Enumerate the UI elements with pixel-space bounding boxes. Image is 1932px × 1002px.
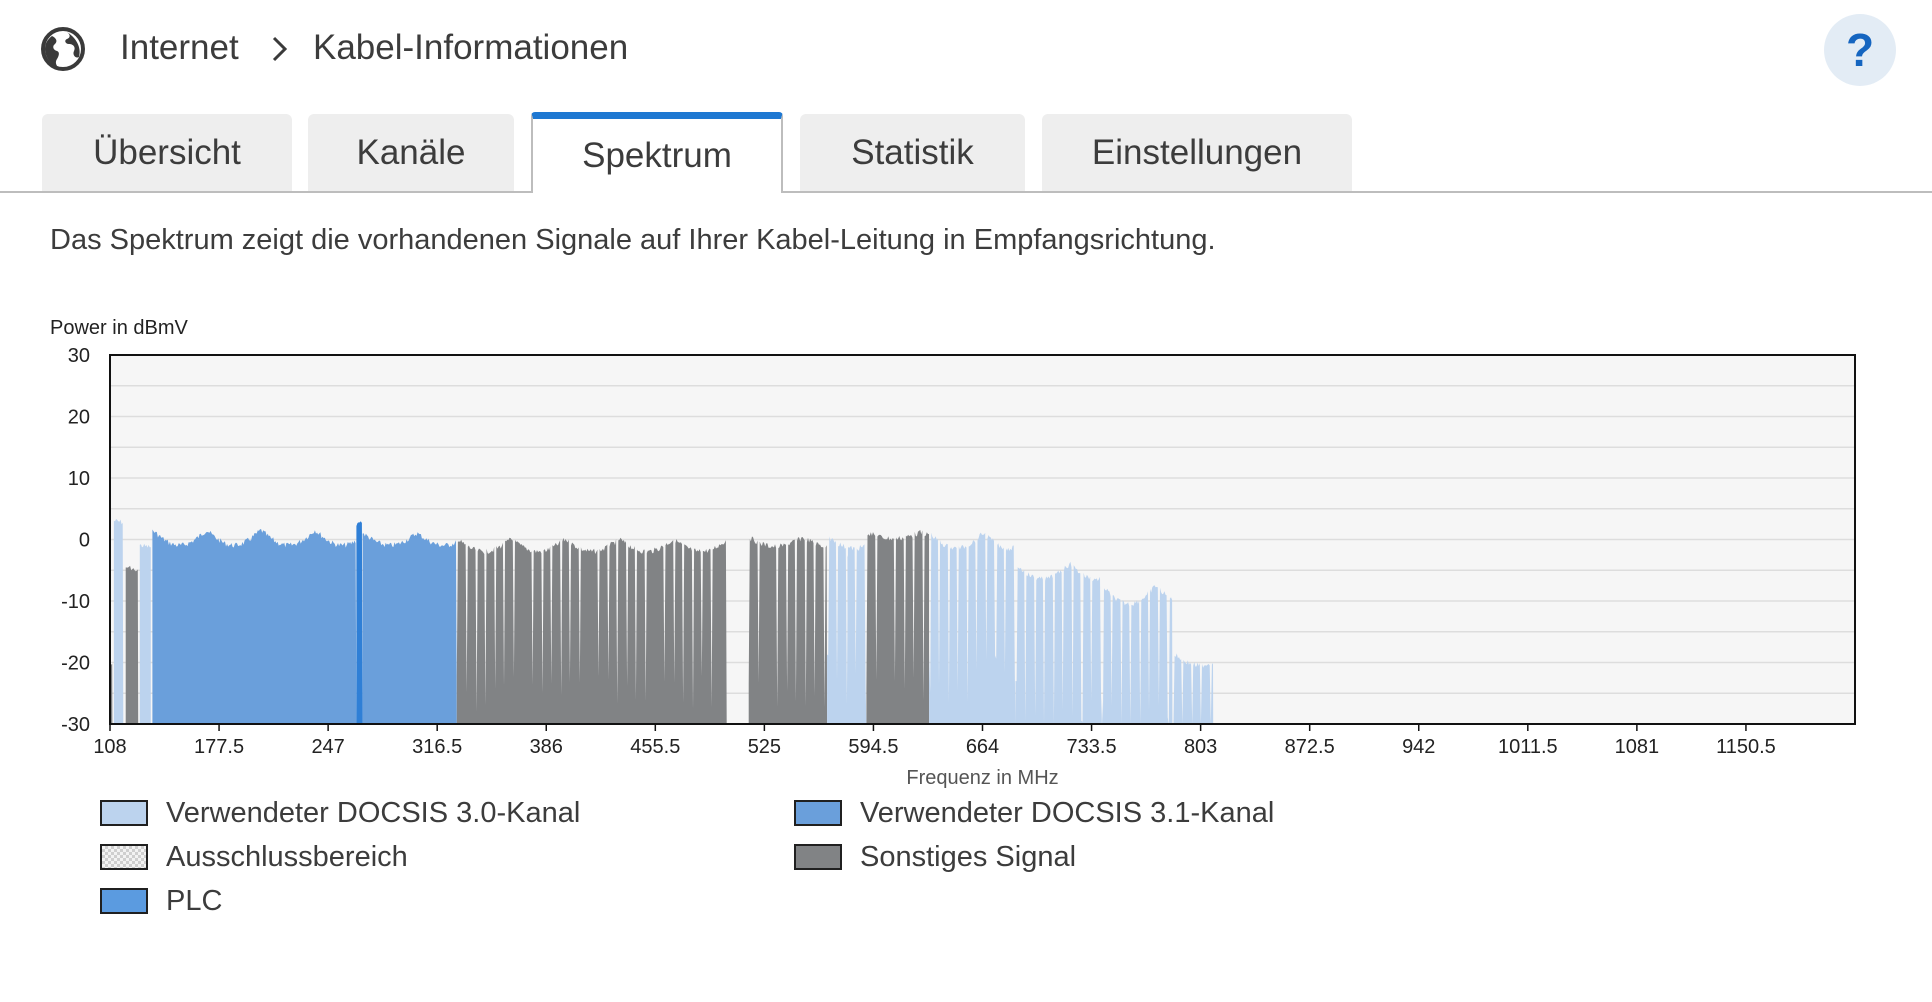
spectrum-area-docsis30 [1172, 653, 1214, 724]
globe-icon [41, 27, 85, 71]
spectrum-chart-svg: Power in dBmV 30 20 10 0 -10 -20 -30 108 177.5 2… [50, 317, 1856, 789]
spectrum-chart: Power in dBmV 30 20 10 0 -10 -20 -30 108 177.5 2… [0, 300, 1932, 800]
spectrum-area-docsis31 [362, 532, 457, 724]
x-axis-ticks: 108 177.5 247 316.5 386 455.5 525 594.5 664 733.5… [93, 724, 1776, 758]
page-header: Internet Kabel-Informationen ? [0, 0, 1932, 100]
x-axis-label: Frequenz in MHz [906, 767, 1058, 789]
legend-swatch-docsis30 [100, 800, 148, 826]
legend-swatch-plc [100, 888, 148, 914]
spectrum-area-docsis30 [113, 519, 124, 724]
spectrum-area-docsis30 [827, 536, 867, 724]
legend-swatch-exclusion [100, 844, 148, 870]
tab-uebersicht[interactable]: Übersicht [42, 114, 292, 191]
tab-einstellungen[interactable]: Einstellungen [1042, 114, 1352, 191]
y-tick-label: 0 [79, 530, 90, 552]
breadcrumb-internet[interactable]: Internet [120, 28, 239, 67]
tab-spektrum[interactable]: Spektrum [531, 112, 783, 193]
legend-item-other-signal: Sonstiges Signal [794, 839, 1076, 875]
legend-label-exclusion: Ausschlussbereich [166, 840, 408, 873]
legend-item-exclusion: Ausschlussbereich [100, 839, 408, 875]
y-axis-label: Power in dBmV [50, 317, 188, 339]
x-tick-label: 733.5 [1067, 736, 1117, 758]
legend-label-docsis30: Verwendeter DOCSIS 3.0-Kanal [166, 796, 581, 829]
spectrum-area-plc [356, 521, 363, 724]
x-tick-label: 1150.5 [1716, 736, 1776, 758]
y-tick-label: 20 [68, 407, 90, 429]
spectrum-area-other [125, 565, 139, 724]
x-tick-label: 177.5 [194, 736, 244, 758]
breadcrumb-kabel-informationen: Kabel-Informationen [313, 28, 629, 67]
legend-item-docsis31: Verwendeter DOCSIS 3.1-Kanal [794, 795, 1274, 831]
y-axis-ticks: 30 20 10 0 -10 -20 -30 [61, 345, 90, 736]
y-tick-label: -30 [61, 714, 90, 736]
y-tick-label: -20 [61, 653, 90, 675]
x-tick-label: 386 [530, 736, 563, 758]
spectrum-area-docsis31 [152, 529, 357, 724]
y-tick-label: 30 [68, 345, 90, 367]
spectrum-area-docsis30 [1015, 561, 1102, 724]
legend-swatch-other-signal [794, 844, 842, 870]
y-tick-label: -10 [61, 591, 90, 613]
x-tick-label: 872.5 [1285, 736, 1335, 758]
legend-item-docsis30: Verwendeter DOCSIS 3.0-Kanal [100, 795, 580, 831]
spectrum-description: Das Spektrum zeigt die vorhandenen Signa… [50, 224, 1216, 256]
legend-label-other-signal: Sonstiges Signal [860, 840, 1077, 873]
x-tick-label: 455.5 [630, 736, 680, 758]
spectrum-area-other [866, 529, 930, 724]
tab-kanaele[interactable]: Kanäle [308, 114, 514, 191]
x-tick-label: 525 [748, 736, 781, 758]
series-areas [110, 519, 1214, 724]
chart-legend: Verwendeter DOCSIS 3.0-Kanal Verwendeter… [0, 795, 1932, 935]
x-tick-label: 1011.5 [1498, 736, 1558, 758]
legend-item-plc: PLC [100, 883, 222, 919]
x-tick-label: 1081 [1615, 736, 1660, 758]
x-tick-label: 803 [1184, 736, 1217, 758]
help-button[interactable]: ? [1824, 14, 1896, 86]
x-tick-label: 664 [966, 736, 999, 758]
tab-statistik[interactable]: Statistik [800, 114, 1025, 191]
spectrum-area-docsis30 [139, 543, 151, 724]
legend-label-docsis31: Verwendeter DOCSIS 3.1-Kanal [860, 796, 1275, 829]
x-tick-label: 316.5 [412, 736, 462, 758]
tab-bar: Übersicht Kanäle Spektrum Statistik Eins… [0, 112, 1932, 194]
spectrum-area-other [748, 536, 828, 724]
spectrum-area-docsis30 [1101, 585, 1173, 724]
y-tick-label: 10 [68, 468, 90, 490]
x-tick-label: 108 [93, 736, 126, 758]
x-tick-label: 594.5 [848, 736, 898, 758]
chevron-right-icon [272, 36, 288, 62]
legend-swatch-docsis31 [794, 800, 842, 826]
x-tick-label: 942 [1402, 736, 1435, 758]
legend-label-plc: PLC [166, 884, 223, 917]
spectrum-area-other [456, 537, 727, 724]
x-tick-label: 247 [311, 736, 344, 758]
spectrum-area-docsis30 [929, 532, 1016, 724]
tab-divider [0, 191, 1932, 193]
